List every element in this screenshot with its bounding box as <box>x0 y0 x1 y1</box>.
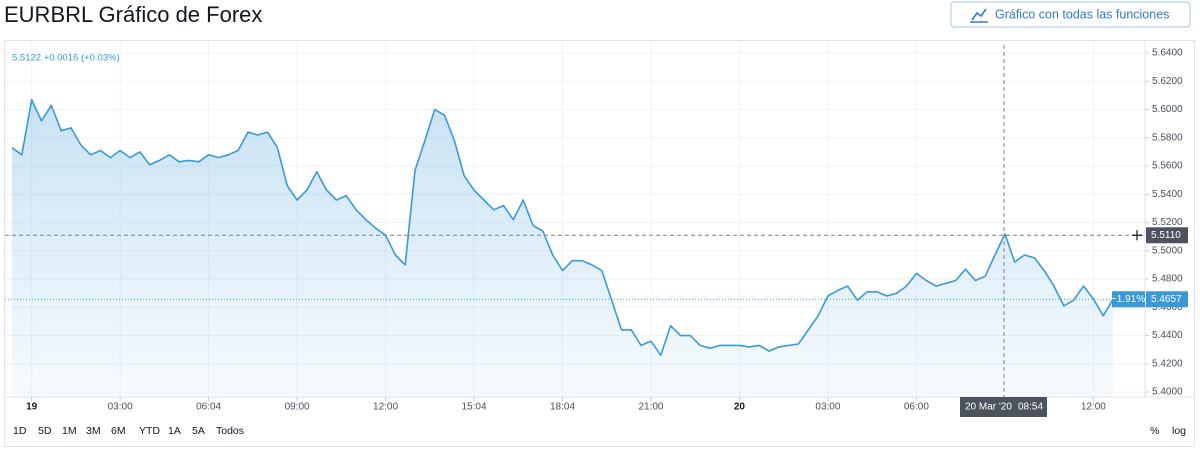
x-tick-label: 09:00 <box>285 402 310 413</box>
y-tick-label: 5.6200 <box>1152 76 1183 87</box>
y-tick-label: 5.5400 <box>1152 189 1183 200</box>
y-tick-label: 5.5800 <box>1152 132 1183 143</box>
change-label: −1.91% <box>1111 294 1145 305</box>
x-tick-label: 03:00 <box>108 402 133 413</box>
crosshair-price-label: 5.5110 <box>1151 230 1181 241</box>
y-tick-label: 5.4600 <box>1152 302 1183 313</box>
price-area <box>12 99 1113 397</box>
x-tick-label: 12:00 <box>373 402 398 413</box>
y-tick-label: 5.4800 <box>1152 274 1183 285</box>
y-tick-label: 5.5000 <box>1152 245 1183 256</box>
range-button[interactable]: 1A <box>168 425 181 437</box>
last-price-label: 5.4657 <box>1151 294 1182 305</box>
range-button[interactable]: 1M <box>62 425 77 437</box>
x-tick-label: 12:00 <box>1081 402 1106 413</box>
x-tick-label: 03:00 <box>815 402 840 413</box>
range-button[interactable]: 6M <box>111 425 126 437</box>
crosshair-time-label: 08:54 <box>1018 402 1043 413</box>
full-chart-button-label[interactable]: Gráfico con todas las funciones <box>995 7 1169 21</box>
crosshair-price-badge <box>1146 227 1188 244</box>
range-button[interactable]: YTD <box>139 425 160 437</box>
x-tick-label: 18:04 <box>550 402 575 413</box>
x-tick-label: 21:00 <box>638 402 663 413</box>
range-button[interactable]: 5D <box>38 425 52 437</box>
range-button[interactable]: 3M <box>86 425 101 437</box>
x-tick-label: 19 <box>26 402 38 413</box>
page-title: EURBRL Gráfico de Forex <box>4 2 262 27</box>
x-tick-label: 06:04 <box>196 402 221 413</box>
range-button[interactable]: 1D <box>13 425 27 437</box>
range-button[interactable]: Todos <box>216 425 244 437</box>
crosshair-time-badge <box>960 397 1047 417</box>
y-tick-label: 5.6400 <box>1152 48 1183 59</box>
y-tick-label: 5.4400 <box>1152 330 1183 341</box>
change-badge <box>1112 291 1145 308</box>
y-tick-label: 5.5200 <box>1152 217 1183 228</box>
y-tick-label: 5.4200 <box>1152 358 1183 369</box>
last-price-badge <box>1146 291 1188 308</box>
x-tick-label: 06:00 <box>904 402 929 413</box>
full-chart-button[interactable] <box>950 1 1191 28</box>
legend: 5.5122 +0.0016 (+0.03%) <box>12 53 120 64</box>
y-tick-label: 5.5600 <box>1152 161 1183 172</box>
x-tick-label: 15:04 <box>462 402 487 413</box>
crosshair-date-label: 20 Mar '20 <box>965 402 1012 413</box>
scale-option[interactable]: log <box>1172 425 1186 437</box>
chart-icon <box>971 8 987 21</box>
y-tick-label: 5.6000 <box>1152 104 1183 115</box>
widget-frame <box>4 40 1195 447</box>
crosshair-cursor <box>1132 230 1142 241</box>
price-line <box>11 98 1114 357</box>
y-tick-label: 5.4000 <box>1152 387 1183 398</box>
x-tick-label: 20 <box>734 402 746 413</box>
range-button[interactable]: 5A <box>192 425 205 437</box>
scale-option[interactable]: % <box>1150 425 1159 437</box>
